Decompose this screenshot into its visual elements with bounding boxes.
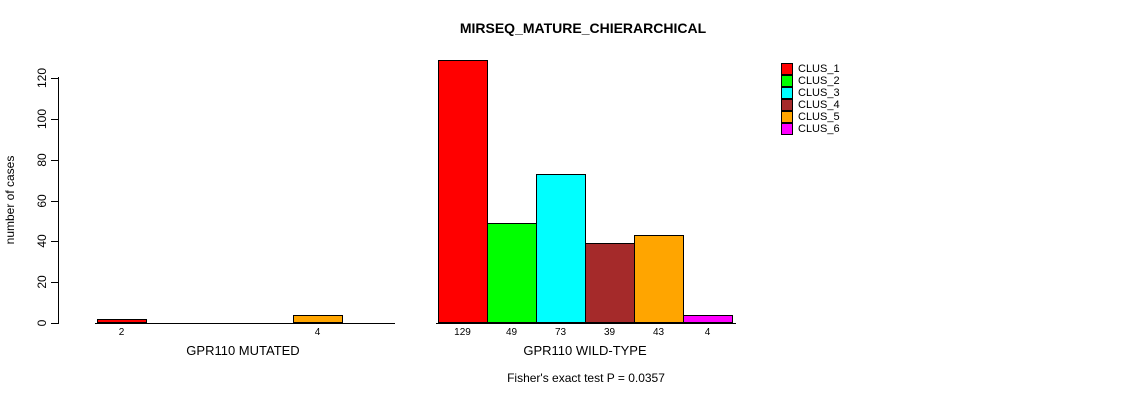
legend-row: CLUS_4: [781, 99, 840, 111]
legend: CLUS_1 CLUS_2 CLUS_3 CLUS_4 CLUS_5 CLUS_6: [781, 63, 840, 135]
legend-swatch-icon: [781, 75, 793, 87]
legend-label: CLUS_3: [798, 87, 840, 99]
legend-swatch-icon: [781, 123, 793, 135]
legend-row: CLUS_5: [781, 111, 840, 123]
x-axis-baseline: [95, 323, 395, 324]
legend-label: CLUS_1: [798, 63, 840, 75]
bar-value-label: 4: [704, 327, 711, 338]
bar-value-label: 43: [652, 327, 665, 338]
y-axis-line: [58, 77, 59, 324]
bar-value-label: 39: [603, 327, 616, 338]
y-axis-tick-label: 80: [35, 153, 49, 167]
bar-clus_2: [487, 223, 537, 323]
x-axis-baseline: [436, 323, 736, 324]
y-axis-tick-label: 120: [35, 67, 49, 89]
bar-value-label: 4: [314, 327, 321, 338]
y-axis-tick: [51, 119, 58, 120]
y-axis-tick: [51, 241, 58, 242]
bar-clus_1: [438, 60, 488, 323]
bar-value-label: 2: [118, 327, 125, 338]
bar-value-label: 73: [554, 327, 567, 338]
y-axis-tick: [51, 160, 58, 161]
legend-row: CLUS_1: [781, 63, 840, 75]
y-axis-tick-label: 100: [35, 108, 49, 130]
legend-row: CLUS_2: [781, 75, 840, 87]
legend-swatch-icon: [781, 99, 793, 111]
bar-value-label: 129: [454, 327, 471, 338]
y-axis-tick-label: 20: [35, 275, 49, 289]
legend-swatch-icon: [781, 111, 793, 123]
legend-label: CLUS_2: [798, 75, 840, 87]
legend-label: CLUS_4: [798, 99, 840, 111]
y-axis-tick: [51, 201, 58, 202]
bar-clus_1: [97, 319, 147, 323]
legend-label: CLUS_6: [798, 123, 840, 135]
bar-clus_4: [585, 243, 635, 323]
legend-row: CLUS_3: [781, 87, 840, 99]
legend-swatch-icon: [781, 87, 793, 99]
y-axis-label: number of cases: [3, 155, 17, 245]
legend-row: CLUS_6: [781, 123, 840, 135]
fisher-test-annotation: Fisher's exact test P = 0.0357: [507, 371, 665, 385]
bar-clus_5: [634, 235, 684, 323]
y-axis-tick-label: 0: [35, 319, 49, 327]
bar-clus_3: [536, 174, 586, 323]
bar-value-label: 49: [505, 327, 518, 338]
chart-title: MIRSEQ_MATURE_CHIERARCHICAL: [459, 20, 707, 36]
legend-swatch-icon: [781, 63, 793, 75]
bar-clus_6: [683, 315, 733, 323]
y-axis-tick-label: 40: [35, 234, 49, 248]
group-label-wildtype: GPR110 WILD-TYPE: [523, 343, 647, 358]
legend-label: CLUS_5: [798, 111, 840, 123]
y-axis-tick: [51, 78, 58, 79]
y-axis-tick: [51, 282, 58, 283]
y-axis-tick: [51, 323, 58, 324]
y-axis-tick-label: 60: [35, 194, 49, 208]
bar-clus_5: [293, 315, 343, 323]
group-label-mutated: GPR110 MUTATED: [186, 343, 300, 358]
